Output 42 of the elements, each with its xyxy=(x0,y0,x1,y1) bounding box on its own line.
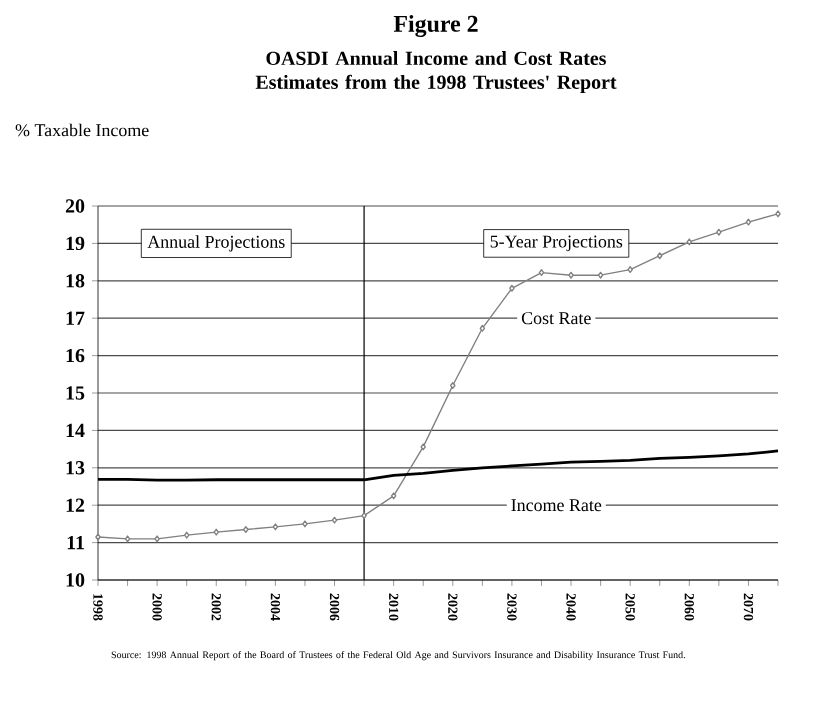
point xyxy=(450,382,456,389)
point xyxy=(656,252,663,260)
y-tick-label: 20 xyxy=(65,199,85,213)
y-tick-label: 19 xyxy=(66,236,85,251)
y-tick-label: 15 xyxy=(66,386,85,400)
point xyxy=(390,492,397,500)
point xyxy=(538,269,545,277)
point xyxy=(124,535,131,543)
point xyxy=(568,271,574,279)
point xyxy=(95,533,101,541)
point xyxy=(716,228,722,236)
annotation: 5-Year Projections xyxy=(490,235,623,252)
chart-subtitle: OASDI Annual Income and Cost Rates Estimates from the 1998 Trustees' Report xyxy=(255,51,617,94)
series-label: Income Rate xyxy=(511,499,602,512)
chart-title: Figure 2 xyxy=(393,15,478,37)
y-tick-label: 13 xyxy=(66,461,85,475)
point xyxy=(331,516,338,524)
point xyxy=(509,284,515,292)
point xyxy=(686,238,693,246)
series-label: Cost Rate xyxy=(521,312,591,325)
point xyxy=(183,531,190,539)
point xyxy=(745,218,752,226)
y-tick-label: 14 xyxy=(66,423,85,437)
point xyxy=(243,526,249,533)
point xyxy=(302,520,308,528)
point xyxy=(627,266,633,274)
y-tick-label: 10 xyxy=(66,573,85,587)
point xyxy=(775,210,781,218)
point xyxy=(154,535,160,543)
point xyxy=(479,324,486,332)
point xyxy=(213,528,220,536)
y-tick-label: 16 xyxy=(66,348,85,363)
y-tick-label: 18 xyxy=(66,274,85,288)
y-tick-label: 17 xyxy=(66,311,85,325)
point xyxy=(597,271,604,279)
y-tick-label: 12 xyxy=(66,498,85,512)
point xyxy=(272,523,279,531)
point xyxy=(361,512,367,520)
point xyxy=(420,443,427,451)
y-axis-title: % Taxable Income xyxy=(15,123,149,137)
annotation: Annual Projections xyxy=(147,235,285,252)
y-tick-label: 11 xyxy=(67,536,84,550)
